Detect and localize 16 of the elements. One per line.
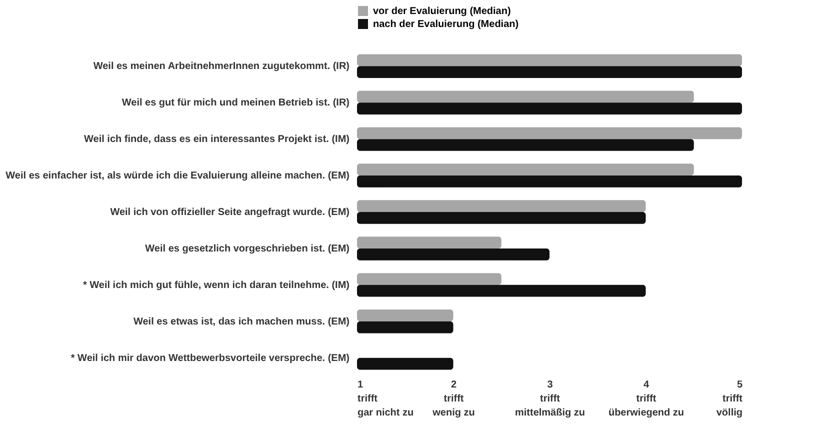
x-tick-label: 2 trifft wenig zu bbox=[432, 380, 475, 418]
y-tick-label: Weil es meinen ArbeitnehmerInnen zugutekommt. (IR) bbox=[93, 61, 350, 72]
y-tick-label: Weil es gesetzlich vorgeschrieben ist. (EM) bbox=[145, 243, 350, 254]
y-tick-label: * Weil ich mir davon Wettbewerbsvorteile verspreche. (EM) bbox=[70, 352, 350, 364]
y-tick-label: Weil es etwas ist, das ich machen muss. (EM) bbox=[133, 316, 350, 328]
y-tick-label: Weil ich finde, dass es ein interessantes Projekt ist. (IM) bbox=[84, 134, 350, 146]
x-tick-label: 4 trifft überwiegend zu bbox=[608, 380, 684, 418]
y-tick-label: Weil es einfacher ist, als würde ich die Evaluierung alleine machen. (EM) bbox=[6, 170, 350, 182]
x-tick-label: 5 trifft völlig bbox=[716, 380, 744, 418]
y-tick-label: * Weil ich mich gut fühle, wenn ich daran teilnehme. (IM) bbox=[82, 280, 350, 291]
x-tick-label: 3 trifft mittelmäßig zu bbox=[514, 380, 586, 418]
legend-label: vor der Evaluierung (Median) bbox=[373, 6, 511, 17]
y-tick-label: Weil es gut für mich und meinen Betrieb ist. (IR) bbox=[122, 98, 350, 109]
legend-label: nach der Evaluierung (Median) bbox=[373, 19, 519, 30]
x-tick-label: 1 trifft gar nicht zu bbox=[358, 380, 414, 418]
y-tick-label: Weil ich von offizieller Seite angefragt wurde. (EM) bbox=[110, 207, 350, 218]
